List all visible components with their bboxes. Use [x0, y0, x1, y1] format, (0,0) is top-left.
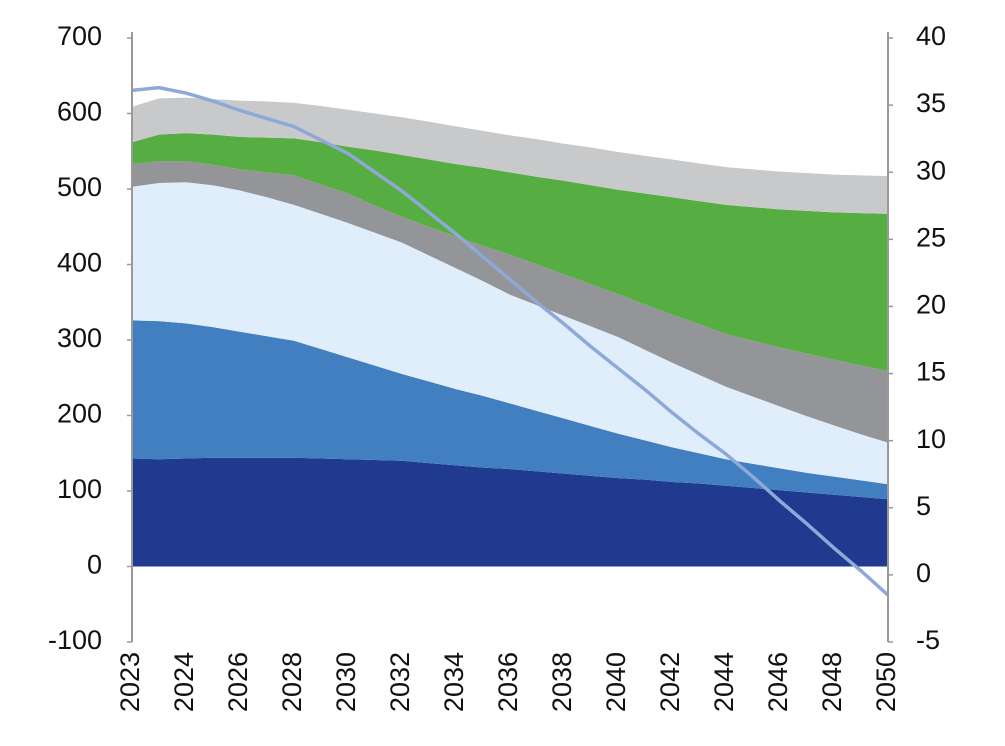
area — [132, 133, 888, 371]
y-tick-label: 300 — [57, 323, 102, 353]
y-tick-label: 400 — [57, 248, 102, 278]
y2-tick-label: 15 — [916, 357, 946, 387]
x-tick-label: 2046 — [763, 652, 793, 712]
x-tick-label: 2050 — [871, 652, 901, 712]
x-tick-label: 2044 — [709, 652, 739, 712]
y-tick-label: 0 — [87, 550, 102, 580]
y2-tick-label: -5 — [916, 625, 940, 655]
y2-tick-label: 10 — [916, 424, 946, 454]
y2-tick-label: 5 — [916, 491, 931, 521]
y-tick-label: 600 — [57, 97, 102, 127]
x-tick-label: 2030 — [331, 652, 361, 712]
y-tick-label: 500 — [57, 172, 102, 202]
x-tick-label: 2024 — [169, 652, 199, 712]
y-tick-label: 100 — [57, 474, 102, 504]
x-tick-label: 2028 — [277, 652, 307, 712]
y2-tick-label: 0 — [916, 558, 931, 588]
area — [132, 97, 888, 214]
y2-tick-label: 30 — [916, 155, 946, 185]
y-tick-label: 200 — [57, 399, 102, 429]
y2-tick-label: 25 — [916, 222, 946, 252]
y-tick-label: 700 — [57, 21, 102, 51]
area — [132, 320, 888, 500]
y2-tick-label: 35 — [916, 88, 946, 118]
area — [132, 161, 888, 443]
x-tick-label: 2034 — [439, 652, 469, 712]
x-tick-label: 2026 — [223, 652, 253, 712]
y2-tick-label: 20 — [916, 290, 946, 320]
area — [132, 182, 888, 485]
line — [131, 85, 890, 597]
x-tick-label: 2040 — [601, 652, 631, 712]
area — [132, 457, 888, 567]
x-tick-label: 2048 — [817, 652, 847, 712]
x-tick-label: 2042 — [655, 652, 685, 712]
y-tick-label: -100 — [48, 625, 102, 655]
x-tick-label: 2032 — [385, 652, 415, 712]
y2-tick-label: 40 — [916, 21, 946, 51]
x-tick-label: 2038 — [547, 652, 577, 712]
x-tick-label: 2036 — [493, 652, 523, 712]
x-tick-label: 2023 — [115, 652, 145, 712]
